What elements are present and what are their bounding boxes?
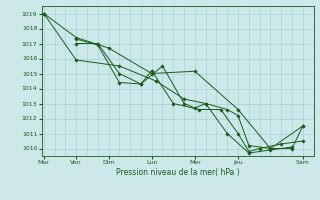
X-axis label: Pression niveau de la mer( hPa ): Pression niveau de la mer( hPa ) (116, 168, 239, 177)
